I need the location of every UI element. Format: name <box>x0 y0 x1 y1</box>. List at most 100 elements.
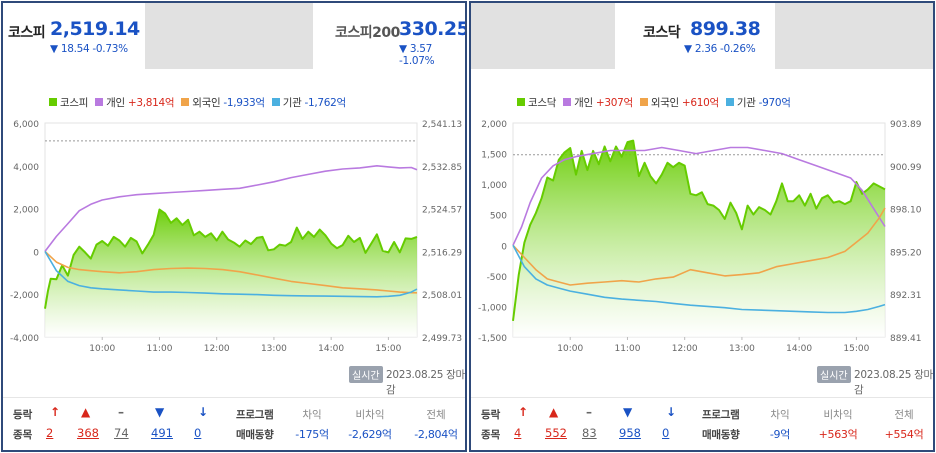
index-area <box>45 209 417 337</box>
y-left-tick-label: 0 <box>33 248 39 258</box>
y-left-tick-label: 500 <box>490 212 507 222</box>
kospi200-value: 330.25 <box>399 18 467 40</box>
program-label: 프로그램 <box>702 409 740 421</box>
kosdaq-value: 899.38 <box>690 18 761 40</box>
tab-kospi[interactable]: 코스피 2,519.14 ▼ 18.54 -0.73% <box>3 3 145 69</box>
x-tick-label: 12:00 <box>672 344 698 354</box>
legend-swatch <box>563 98 572 106</box>
x-tick-label: 11:00 <box>146 344 172 354</box>
stat-arrow-icon: – <box>118 405 124 419</box>
x-tick-label: 14:00 <box>318 344 344 354</box>
y-left-tick-label: -500 <box>487 273 508 283</box>
stat-count-link[interactable]: 83 <box>582 426 597 440</box>
kospi-stats: 등락 종목 ↑ 2 ▲ 368 – 74 ▼ 491 ↓ 0 프로그램 매매동향 차익 비차익 전체 -… <box>3 397 465 450</box>
y-left-tick-label: 2,000 <box>13 206 39 216</box>
stat-arrow-icon: ↓ <box>198 405 209 419</box>
y-right-tick-label: 2,541.13 <box>422 120 462 130</box>
y-right-tick-label: 903.89 <box>890 120 922 130</box>
y-left-tick-label: 2,000 <box>481 120 507 130</box>
y-left-tick-label: -4,000 <box>10 334 39 344</box>
legend-value: +307억 <box>595 97 633 109</box>
index-tabs-right: 코스닥 899.38 ▼ 2.36 -0.26% <box>471 3 933 69</box>
series-line-0 <box>44 208 418 309</box>
realtime-button[interactable]: 실시간 <box>349 366 383 383</box>
stat-count-link[interactable]: 0 <box>194 426 202 440</box>
tab-kospi-name: 코스피 <box>8 25 46 41</box>
stat-count-link[interactable]: 491 <box>151 426 173 440</box>
legend-swatch <box>639 98 648 106</box>
kosdaq-chart-svg: 2,000 1,500 1,000 500 0 -500 -1,000 -1,500 903.8… <box>478 120 922 354</box>
x-tick-label: 15:00 <box>375 344 401 354</box>
program-header: 차익 <box>302 409 322 421</box>
kosdaq-chart: 코스닥 개인 +307억 외국인 +610억 기관 -970억 2,000 1,500 1,00… <box>471 89 933 385</box>
legend-swatch <box>271 98 280 106</box>
tab-kospi200[interactable]: 코스피200 330.25 ▼ 3.57 -1.07% <box>313 3 465 69</box>
legend-item: 개인 +3,814억 <box>95 97 175 109</box>
y-left-tick-label: 1,000 <box>481 181 507 191</box>
legend-item: 외국인 +610억 <box>639 97 719 109</box>
stat-count-link[interactable]: 958 <box>619 426 641 440</box>
tab-spacer <box>145 3 313 69</box>
stat-count-link[interactable]: 74 <box>114 426 129 440</box>
program-value: -9억 <box>769 428 791 441</box>
stat-count-link[interactable]: 368 <box>77 426 99 440</box>
stat-count-link[interactable]: 4 <box>514 426 522 440</box>
y-right-tick-label: 895.20 <box>890 248 922 258</box>
stat-arrow-icon: ▲ <box>81 405 91 419</box>
tab-kosdaq-name: 코스닥 <box>643 25 681 41</box>
stat-arrow-icon: ▼ <box>623 405 633 419</box>
legend-swatch <box>181 98 190 106</box>
program-label-2: 매매동향 <box>702 429 740 441</box>
y-right-tick-label: 2,524.57 <box>422 206 462 216</box>
program-header: 차익 <box>770 409 790 421</box>
y-right-tick-label: 900.99 <box>890 163 922 173</box>
x-tick-label: 10:00 <box>557 344 583 354</box>
stat-count-link[interactable]: 2 <box>46 426 54 440</box>
x-tick-label: 13:00 <box>261 344 287 354</box>
legend-swatch <box>725 98 734 106</box>
program-header: 비차익 <box>823 409 853 421</box>
legend-name: 외국인 <box>650 97 679 109</box>
series-line-3 <box>44 250 418 298</box>
kosdaq-date: 2023.08.25 장마감 <box>854 369 933 396</box>
stat-count-link[interactable]: 0 <box>662 426 670 440</box>
program-label-2: 매매동향 <box>236 429 274 441</box>
program-label: 프로그램 <box>236 409 274 421</box>
kospi-value: 2,519.14 <box>50 18 140 40</box>
stats-label-items: 종목 <box>13 429 33 441</box>
series-line-3 <box>512 244 886 314</box>
legend-item: 코스닥 <box>517 97 556 109</box>
kosdaq-panel: 코스닥 899.38 ▼ 2.36 -0.26% 코스닥 개인 +307억 외국인 +6… <box>469 1 935 452</box>
kospi200-change: ▼ 3.57 -1.07% <box>399 43 435 67</box>
y-left-tick-label: -1,500 <box>478 334 507 344</box>
legend-item: 개인 +307억 <box>563 97 633 109</box>
series-line-1 <box>512 146 886 246</box>
legend-name: 기관 <box>282 97 302 109</box>
x-tick-label: 13:00 <box>729 344 755 354</box>
x-tick-label: 10:00 <box>89 344 115 354</box>
y-right-tick-label: 889.41 <box>890 334 922 344</box>
legend-value: +3,814억 <box>127 97 175 109</box>
x-tick-label: 12:00 <box>204 344 230 354</box>
y-right-tick-label: 2,508.01 <box>422 291 462 301</box>
y-left-tick-label: 6,000 <box>13 120 39 130</box>
legend-swatch <box>95 98 104 106</box>
kospi-date: 2023.08.25 장마감 <box>386 369 465 396</box>
kosdaq-legend: 코스닥 개인 +307억 외국인 +610억 기관 -970억 <box>517 95 798 110</box>
legend-value: -970억 <box>758 97 791 109</box>
legend-value: -1,933억 <box>223 97 265 109</box>
stat-arrow-icon: ↑ <box>518 405 529 419</box>
kosdaq-change: ▼ 2.36 -0.26% <box>684 43 756 55</box>
y-left-tick-label: 1,500 <box>481 151 507 161</box>
program-header: 전체 <box>894 409 914 421</box>
tab-kosdaq[interactable]: 코스닥 899.38 ▼ 2.36 -0.26% <box>615 3 775 69</box>
legend-name: 개인 <box>106 97 125 109</box>
y-left-tick-label: 0 <box>501 242 507 252</box>
index-area <box>513 140 885 337</box>
legend-item: 기관 -970억 <box>725 97 791 109</box>
stat-count-link[interactable]: 552 <box>545 426 567 440</box>
kospi-change: ▼ 18.54 -0.73% <box>50 43 128 55</box>
kospi-chart-svg: 6,000 4,000 2,000 0 -2,000 -4,000 2,541.13 2,53… <box>10 120 462 354</box>
realtime-button-right[interactable]: 실시간 <box>817 366 851 383</box>
x-tick-label: 14:00 <box>786 344 812 354</box>
